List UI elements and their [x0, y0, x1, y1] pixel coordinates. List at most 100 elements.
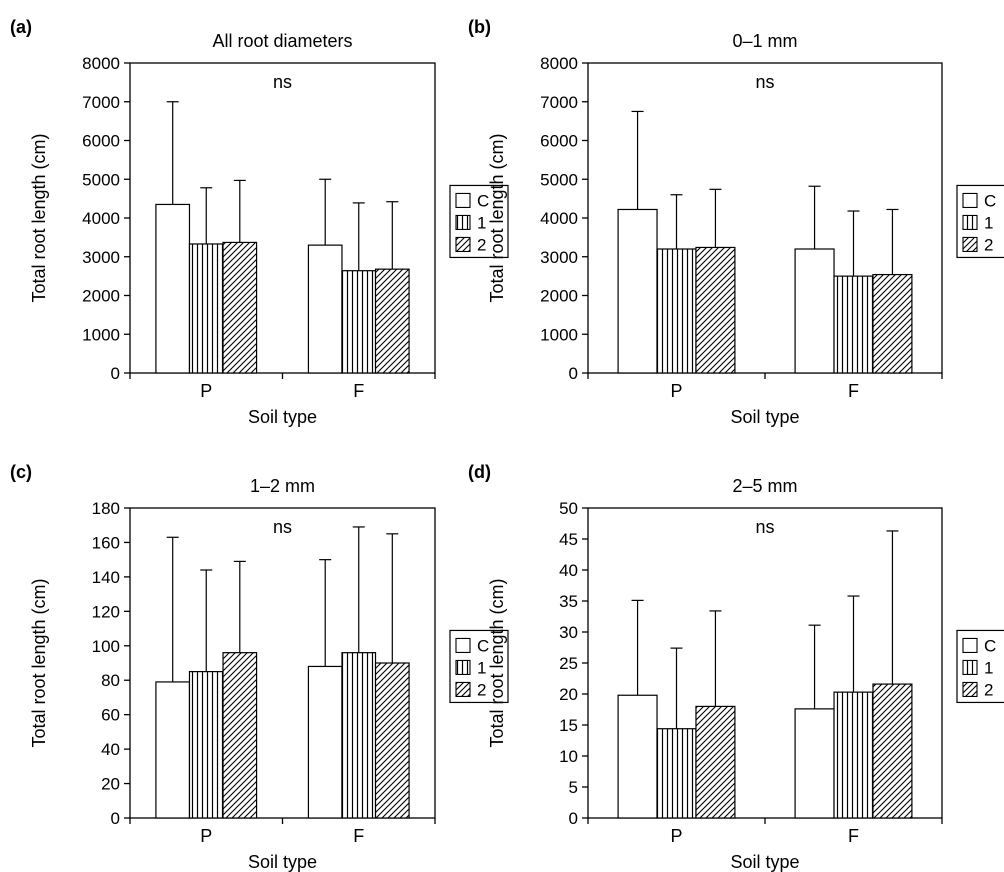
y-tick-label: 1000 [82, 325, 120, 344]
legend-swatch-2 [455, 236, 471, 252]
significance-annotation: ns [755, 517, 774, 537]
legend-label-C: C [477, 636, 489, 655]
legend-label-1: 1 [477, 213, 486, 232]
y-tick-label: 2000 [540, 287, 578, 306]
y-tick-label: 5 [569, 778, 578, 797]
chart-panel-d: (d) 2–5 mm ns 0 5 10 15 20 25 30 35 40 45 50 Total roo… [468, 462, 1004, 872]
legend-label-2: 2 [477, 680, 486, 699]
chart-panel-a: (a) All root diameters ns 0 1000 2000 3000 4000… [10, 17, 509, 427]
legend: C 1 2 [956, 184, 1004, 259]
y-tick-label: 80 [101, 671, 120, 690]
y-tick-label: 8000 [540, 54, 578, 73]
significance-annotation: ns [273, 517, 292, 537]
y-tick-label: 0 [111, 364, 120, 383]
y-tick-label: 6000 [540, 132, 578, 151]
bar-2-P [222, 241, 258, 374]
bar-C-P [155, 203, 191, 374]
bar-1-P [188, 243, 224, 374]
bar-1-F [833, 691, 874, 819]
bar-C-P [155, 681, 191, 819]
x-axis-label: Soil type [730, 852, 799, 872]
significance-annotation: ns [273, 72, 292, 92]
bar-C-P [617, 208, 658, 374]
bar-2-F [374, 268, 410, 374]
y-tick-label: 0 [111, 809, 120, 828]
bar-2-F [872, 683, 913, 819]
chart-title: 2–5 mm [732, 476, 797, 496]
legend-swatch-2 [962, 236, 978, 252]
bar-2-P [695, 705, 736, 819]
legend-swatch-2 [455, 681, 471, 698]
legend-swatch-2 [962, 681, 978, 698]
legend-swatch-1 [962, 659, 978, 676]
y-tick-label: 45 [559, 530, 578, 549]
bar-1-F [341, 652, 377, 819]
bar-1-F [833, 275, 874, 374]
legend-label-2: 2 [984, 235, 993, 254]
y-tick-label: 10 [559, 747, 578, 766]
x-tick-label: P [200, 826, 212, 846]
y-tick-label: 120 [92, 602, 120, 621]
panel-label: (a) [10, 17, 32, 37]
x-tick-label: P [200, 381, 212, 401]
y-tick-label: 15 [559, 716, 578, 735]
y-tick-label: 3000 [82, 248, 120, 267]
y-tick-label: 20 [101, 775, 120, 794]
y-tick-label: 0 [569, 809, 578, 828]
bar-2-F [374, 662, 410, 819]
legend-label-1: 1 [477, 658, 486, 677]
x-axis-label: Soil type [248, 407, 317, 427]
bar-2-P [222, 652, 258, 819]
y-tick-label: 25 [559, 654, 578, 673]
chart-title: 0–1 mm [732, 31, 797, 51]
bar-2-P [695, 246, 736, 374]
x-tick-label: F [848, 381, 859, 401]
y-tick-label: 7000 [540, 93, 578, 112]
chart-panel-c: (c) 1–2 mm ns 0 20 40 60 80 100 120 140 160 180 Total… [10, 462, 509, 872]
y-tick-label: 20 [559, 685, 578, 704]
y-tick-label: 140 [92, 568, 120, 587]
panel-label: (c) [10, 462, 32, 482]
legend: C 1 2 [956, 629, 1004, 704]
x-axis-label: Soil type [248, 852, 317, 872]
y-tick-label: 50 [559, 499, 578, 518]
y-axis-label: Total root length (cm) [29, 133, 49, 302]
bar-1-P [656, 728, 697, 819]
y-tick-label: 160 [92, 533, 120, 552]
legend-swatch-1 [455, 659, 471, 676]
legend-label-2: 2 [477, 235, 486, 254]
y-tick-label: 30 [559, 623, 578, 642]
legend-swatch-C [962, 192, 978, 208]
y-axis-label: Total root length (cm) [487, 133, 507, 302]
x-tick-label: P [670, 381, 682, 401]
significance-annotation: ns [755, 72, 774, 92]
legend-label-2: 2 [984, 680, 993, 699]
x-tick-label: F [848, 826, 859, 846]
y-tick-label: 60 [101, 706, 120, 725]
y-tick-label: 4000 [540, 209, 578, 228]
x-tick-label: F [353, 381, 364, 401]
bar-C-F [794, 248, 835, 374]
legend-swatch-C [455, 637, 471, 654]
y-tick-label: 3000 [540, 248, 578, 267]
bar-1-F [341, 270, 377, 374]
bar-1-P [656, 248, 697, 374]
legend-swatch-C [455, 192, 471, 208]
bar-C-P [617, 694, 658, 819]
bar-C-F [794, 708, 835, 819]
y-tick-label: 5000 [540, 170, 578, 189]
chart-panel-b: (b) 0–1 mm ns 0 1000 2000 3000 4000 5000 6000 7000… [468, 17, 1004, 427]
bar-1-P [188, 671, 224, 819]
panel-label: (d) [468, 462, 491, 482]
legend-label-C: C [984, 191, 996, 210]
legend-swatch-C [962, 637, 978, 654]
bar-C-F [307, 665, 343, 819]
y-tick-label: 2000 [82, 287, 120, 306]
chart-title: All root diameters [212, 31, 352, 51]
legend-label-1: 1 [984, 213, 993, 232]
y-axis-label: Total root length (cm) [29, 578, 49, 747]
chart-title: 1–2 mm [250, 476, 315, 496]
y-tick-label: 1000 [540, 325, 578, 344]
legend-label-C: C [984, 636, 996, 655]
y-tick-label: 180 [92, 499, 120, 518]
